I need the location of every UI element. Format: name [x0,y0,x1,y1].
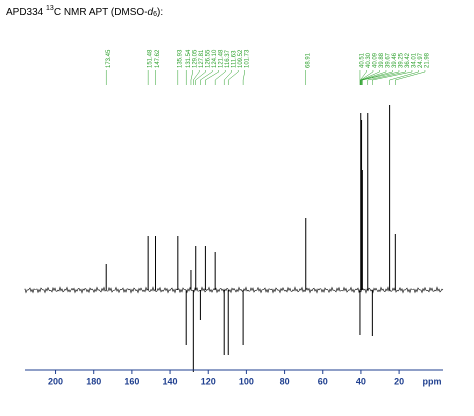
peak-label: 40.30 [366,52,372,68]
baseline-noise [24,286,444,294]
title-part: APD334 [6,7,46,18]
x-tick-label: 40 [356,376,366,386]
peak-label: 127.81 [199,49,205,68]
title-part: d [148,7,154,18]
peak-label: 116.37 [225,49,231,68]
peak-label: 40.09 [373,52,379,68]
peak-leader [360,70,380,85]
peak-leader [361,70,393,85]
peak-leader [223,70,232,85]
peak-label: 121.48 [218,49,224,68]
chart-title: APD334 13C NMR APT (DMSO-d6): [6,5,163,18]
peak-label: 24.97 [418,52,424,68]
peak-leader [362,70,400,85]
peak-leader [372,70,413,85]
peak-label: 39.67 [386,52,392,68]
x-tick-label: 180 [86,376,101,386]
peak-leader [193,70,200,85]
x-tick-label: 20 [394,376,404,386]
peak-label: 147.62 [155,49,161,68]
title-part: 6 [153,11,157,18]
peak-label: 126.55 [205,49,211,68]
peak-label: 39.88 [379,52,385,68]
peak-leader [227,70,239,85]
peak-label: 40.51 [360,52,366,68]
title-part: 13 [46,5,54,12]
peak-leader [395,70,426,85]
peak-label: 124.10 [212,49,218,68]
peak-label: 151.48 [148,49,154,68]
peak-leader [190,70,193,85]
peak-label: 21.98 [425,52,431,68]
x-tick-label: 100 [239,376,254,386]
title-part: ): [157,7,163,18]
peak-label: 109.52 [238,49,244,68]
peak-leader [360,70,374,85]
peak-leader [361,70,387,85]
x-tick-label: 160 [124,376,139,386]
peak-label: 135.93 [177,49,183,68]
x-tick-label: 140 [163,376,178,386]
peak-label: 131.54 [186,49,192,68]
peak-leader [214,70,226,85]
peak-label: 36.42 [405,52,411,68]
peak-leader [389,70,419,85]
peak-leader [242,70,245,85]
peak-label: 111.63 [231,50,237,68]
peak-leader [200,70,213,85]
peak-label: 39.25 [399,52,405,68]
peak-label: 173.45 [106,49,112,68]
peak-label: 34.01 [412,52,418,68]
title-part: C NMR APT (DMSO- [54,7,148,18]
peak-label: 129.05 [192,49,198,68]
peak-leader [205,70,219,85]
x-tick-label: 200 [48,376,63,386]
x-tick-label: 80 [280,376,290,386]
peak-leader [367,70,406,85]
x-tick-label: 120 [201,376,216,386]
peak-label: 68.91 [305,52,311,68]
peak-label: 101.73 [244,49,250,68]
peak-leader [360,70,367,85]
peak-leader [195,70,206,85]
x-axis-label: ppm [423,376,442,386]
x-tick-label: 60 [318,376,328,386]
peak-label: 39.46 [392,52,398,68]
